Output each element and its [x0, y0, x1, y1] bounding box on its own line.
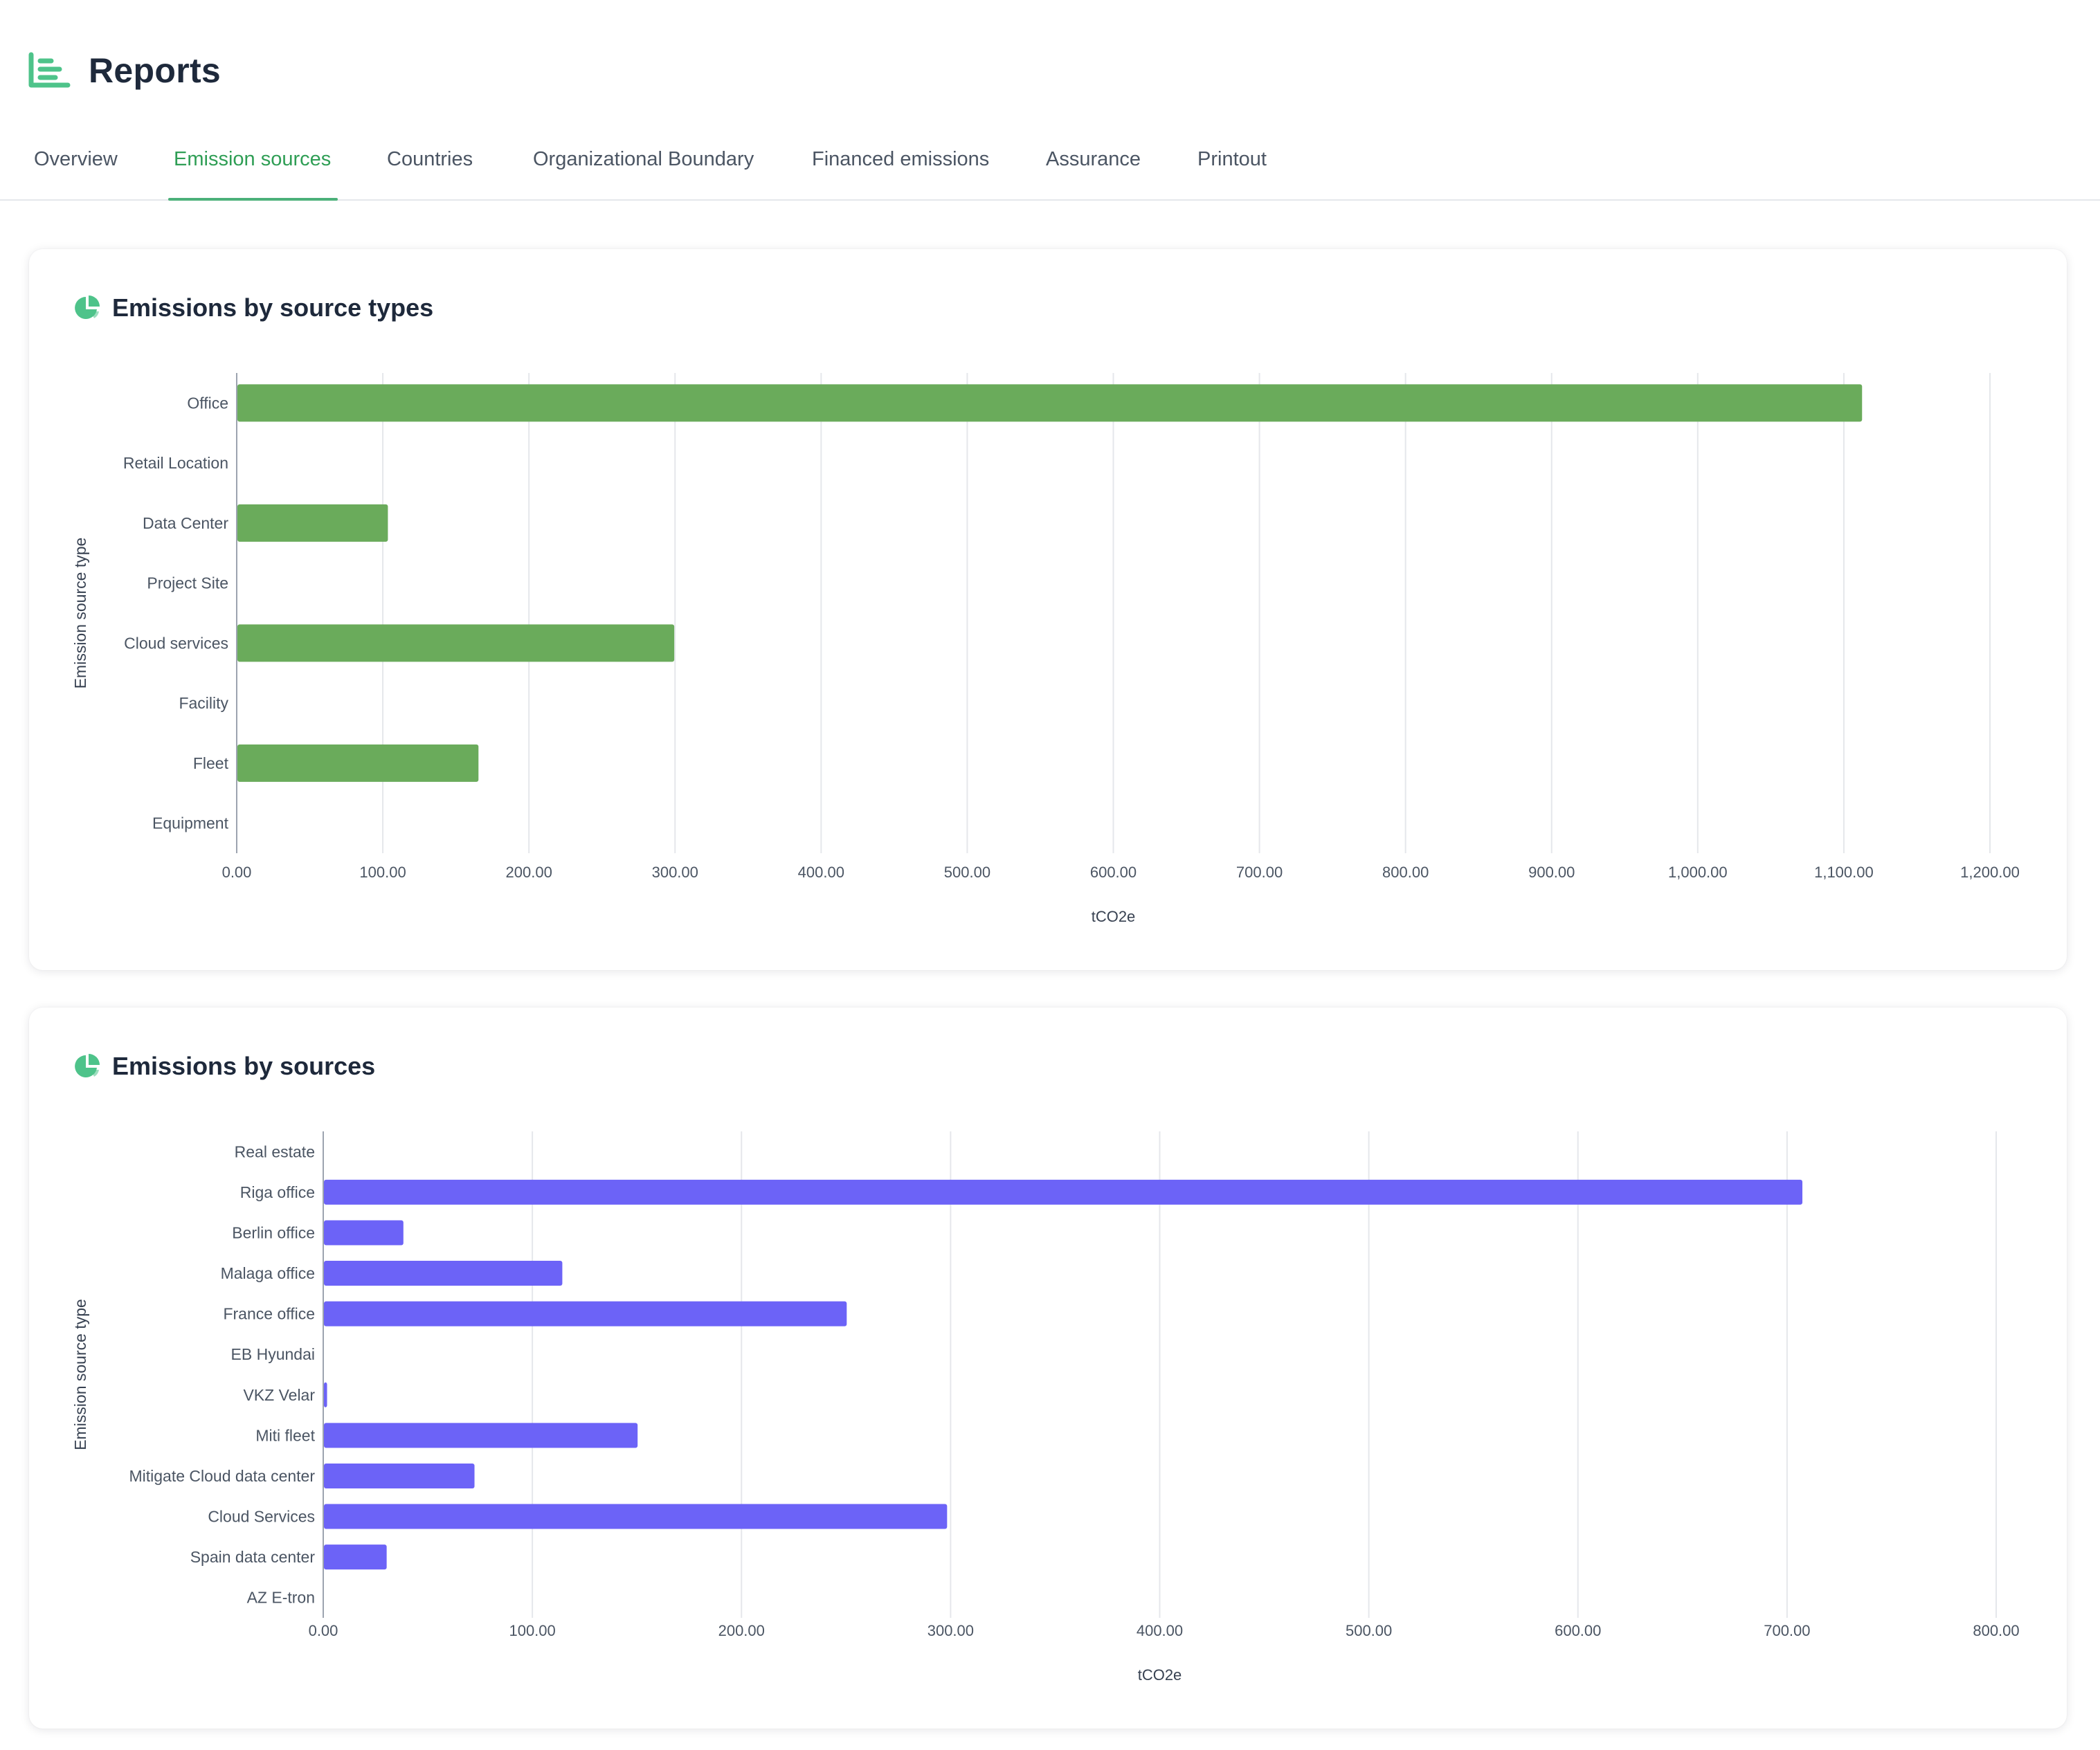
category-label: Mitigate Cloud data center [129, 1467, 316, 1485]
category-label: Riga office [240, 1183, 315, 1201]
chart-card-sources: Emissions by sources 0.00 100.00 200.00 300… [29, 1008, 2067, 1729]
category-label: Real estate [235, 1142, 315, 1160]
x-tick-label: 800.00 [1973, 1622, 2019, 1639]
x-tick-label: 500.00 [1346, 1622, 1392, 1639]
category-label: Retail Location [123, 454, 228, 472]
bar[interactable] [237, 384, 1863, 422]
bar[interactable] [324, 1544, 387, 1570]
category-label: France office [223, 1305, 315, 1323]
category-label: Cloud Services [208, 1508, 315, 1526]
page-header: Reports [28, 46, 221, 95]
x-tick-label: 300.00 [927, 1622, 974, 1639]
chart-card-source-types: Emissions by source types 0.00 100.00 200.… [29, 249, 2067, 970]
x-tick-label: 0.00 [222, 864, 252, 881]
x-tick-label: 200.00 [506, 864, 552, 881]
bar[interactable] [324, 1463, 475, 1488]
report-tabs: Overview Emission sources Countries Orga… [0, 136, 2100, 201]
category-label: Miti fleet [255, 1426, 315, 1444]
x-tick-label: 800.00 [1382, 864, 1429, 881]
tab-emission-sources[interactable]: Emission sources [174, 148, 332, 170]
x-tick-label: 0.00 [309, 1622, 338, 1639]
bar[interactable] [324, 1423, 638, 1448]
sources-bar-chart: 0.00 100.00 200.00 300.00 400.00 500.00 600.00… [71, 1131, 2020, 1684]
category-label: Office [187, 394, 228, 412]
x-axis-label: tCO2e [1138, 1666, 1182, 1684]
card-title: Emissions by sources [112, 1052, 376, 1080]
bar[interactable] [324, 1179, 1803, 1205]
card-header: Emissions by sources [73, 1052, 375, 1081]
category-label: Equipment [152, 814, 229, 832]
tab-organizational-boundary[interactable]: Organizational Boundary [533, 148, 754, 170]
x-tick-label: 400.00 [1137, 1622, 1183, 1639]
bar[interactable] [324, 1301, 847, 1327]
pie-chart-icon [75, 1054, 100, 1077]
bar[interactable] [324, 1382, 327, 1407]
page-title: Reports [89, 51, 221, 90]
tab-financed-emissions[interactable]: Financed emissions [812, 148, 990, 170]
bar[interactable] [237, 504, 388, 542]
active-tab-indicator [168, 198, 338, 201]
category-label: Berlin office [232, 1223, 315, 1241]
category-label: Malaga office [221, 1264, 315, 1282]
card-header: Emissions by source types [73, 293, 433, 322]
card-title: Emissions by source types [112, 293, 434, 322]
source-types-bar-chart: 0.00 100.00 200.00 300.00 400.00 500.00 600.00… [71, 373, 2020, 925]
x-tick-label: 900.00 [1528, 864, 1575, 881]
x-axis-label: tCO2e [1092, 908, 1136, 925]
x-tick-label: 500.00 [944, 864, 990, 881]
y-axis-label: Emission source type [71, 1299, 89, 1450]
y-axis-label: Emission source type [71, 538, 89, 689]
category-label: Data Center [143, 514, 228, 532]
category-label: VKZ Velar [243, 1386, 315, 1404]
category-label: EB Hyundai [231, 1345, 315, 1363]
category-label: Project Site [147, 574, 228, 592]
tab-countries[interactable]: Countries [387, 148, 473, 170]
tab-printout[interactable]: Printout [1197, 148, 1267, 170]
bar[interactable] [237, 624, 675, 662]
x-tick-label: 600.00 [1555, 1622, 1601, 1639]
x-tick-label: 700.00 [1764, 1622, 1810, 1639]
x-tick-label: 1,100.00 [1814, 864, 1874, 881]
report-list-icon [28, 52, 71, 88]
x-tick-label: 100.00 [509, 1622, 555, 1639]
category-label: Facility [179, 694, 228, 712]
bar[interactable] [324, 1261, 563, 1286]
bar[interactable] [237, 744, 479, 782]
category-label: Cloud services [124, 634, 228, 652]
x-tick-label: 700.00 [1236, 864, 1283, 881]
category-label: Spain data center [190, 1548, 316, 1566]
pie-chart-icon [75, 295, 100, 319]
x-tick-label: 1,200.00 [1960, 864, 2020, 881]
bar[interactable] [324, 1220, 404, 1246]
x-tick-label: 1,000.00 [1668, 864, 1728, 881]
category-label: AZ E-tron [247, 1589, 315, 1607]
x-tick-label: 400.00 [798, 864, 844, 881]
x-tick-label: 200.00 [718, 1622, 765, 1639]
x-tick-label: 600.00 [1090, 864, 1137, 881]
tab-assurance[interactable]: Assurance [1046, 148, 1141, 170]
category-label: Fleet [193, 754, 229, 772]
bar[interactable] [324, 1504, 948, 1529]
x-tick-label: 100.00 [359, 864, 406, 881]
tab-overview[interactable]: Overview [34, 148, 118, 170]
x-tick-label: 300.00 [652, 864, 698, 881]
